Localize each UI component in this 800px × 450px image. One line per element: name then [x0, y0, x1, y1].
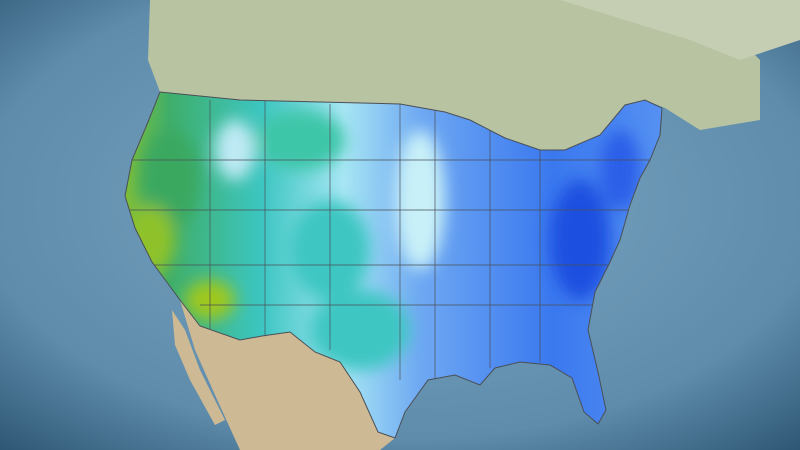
mexico-landmass	[180, 300, 395, 450]
baja-peninsula	[172, 310, 225, 425]
greenland-landmass	[560, 0, 800, 60]
canada-landmass	[148, 0, 760, 150]
state-lines	[125, 100, 660, 380]
